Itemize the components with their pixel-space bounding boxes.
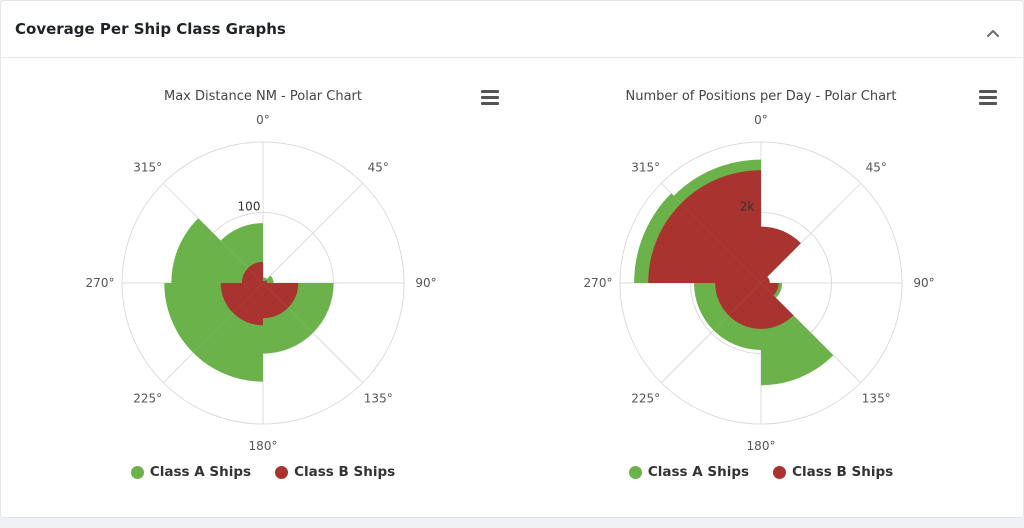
- class-b-column-45deg[interactable]: [761, 276, 770, 283]
- angle-label: 135°: [364, 391, 393, 405]
- class-b-column-45deg[interactable]: [263, 280, 268, 283]
- legend-dot-class-b: [773, 465, 787, 479]
- chevron-up-icon: [987, 30, 999, 37]
- angle-label: 270°: [86, 276, 115, 290]
- angle-label: 180°: [249, 439, 278, 453]
- legend-item-class-a[interactable]: Class A Ships: [130, 464, 252, 480]
- polar-chart-svg: 0° 45° 90° 135° 180° 225° 270° 315° 100: [86, 113, 437, 453]
- legend-dot-class-b: [275, 465, 289, 479]
- class-b-column-225deg[interactable]: [220, 283, 263, 313]
- class-b-column-180deg[interactable]: [233, 283, 263, 326]
- chart-title: Number of Positions per Day - Polar Char…: [625, 89, 897, 104]
- angle-label: 45°: [368, 161, 389, 175]
- class-b-column-270deg[interactable]: [241, 268, 263, 283]
- class-b-column-315deg[interactable]: [248, 261, 263, 283]
- legend-label: Class A Ships: [149, 464, 252, 480]
- legend-dot-class-a: [628, 465, 642, 479]
- chart-title: Max Distance NM - Polar Chart: [164, 89, 362, 104]
- class-b-column-135deg[interactable]: [263, 283, 288, 319]
- chart-legend: Class A Ships Class B Ships: [511, 464, 1011, 480]
- legend-label: Class B Ships: [294, 464, 396, 480]
- angle-label: 315°: [133, 161, 162, 175]
- collapse-button[interactable]: [981, 21, 1005, 45]
- class-a-column-270deg[interactable]: [171, 218, 263, 283]
- polar-chart-positions-per-day: 0° 45° 90° 135° 180° 225° 270° 315° 2k Number of…: [511, 59, 1011, 509]
- angle-label: 225°: [133, 391, 162, 405]
- angle-label: 270°: [584, 276, 613, 290]
- hamburger-menu-icon: [979, 90, 997, 105]
- chart-legend: Class A Ships Class B Ships: [13, 464, 513, 480]
- panel-header: Coverage Per Ship Class Graphs: [1, 1, 1023, 58]
- class-b-column-0deg[interactable]: [263, 280, 265, 283]
- legend-dot-class-a: [130, 465, 144, 479]
- angle-label: 225°: [631, 391, 660, 405]
- class-b-column-270deg[interactable]: [648, 203, 761, 283]
- angle-label: 315°: [631, 161, 660, 175]
- class-b-column-0deg[interactable]: [761, 226, 801, 283]
- legend-label: Class B Ships: [792, 464, 894, 480]
- angle-label: 0°: [256, 113, 270, 127]
- legend-label: Class A Ships: [647, 464, 750, 480]
- legend-item-class-b[interactable]: Class B Ships: [275, 464, 395, 480]
- angle-label: 0°: [754, 113, 768, 127]
- polar-chart-max-distance: 0° 45° 90° 135° 180° 225° 270° 315° 100 Max Dist…: [13, 59, 513, 509]
- chart-menu-button[interactable]: [480, 89, 500, 107]
- radial-tick-label: 100: [238, 200, 261, 214]
- angle-label: 90°: [415, 276, 436, 290]
- hamburger-menu-icon: [481, 90, 499, 105]
- polar-chart-svg: 0° 45° 90° 135° 180° 225° 270° 315° 2k: [584, 113, 935, 453]
- class-b-column-90deg[interactable]: [263, 283, 299, 308]
- class-b-column-315deg[interactable]: [681, 170, 761, 283]
- class-b-column-180deg[interactable]: [728, 283, 761, 329]
- legend-item-class-a[interactable]: Class A Ships: [628, 464, 750, 480]
- angle-label: 135°: [862, 391, 891, 405]
- angular-grid-line: [262, 182, 364, 284]
- legend-item-class-b[interactable]: Class B Ships: [773, 464, 893, 480]
- angle-label: 45°: [866, 161, 887, 175]
- angle-label: 90°: [913, 276, 934, 290]
- panel-title: Coverage Per Ship Class Graphs: [15, 20, 286, 38]
- class-b-column-225deg[interactable]: [715, 283, 761, 316]
- radial-tick-label: 2k: [740, 200, 755, 214]
- chart-menu-button[interactable]: [978, 89, 998, 107]
- class-b-column-135deg[interactable]: [761, 283, 794, 329]
- class-b-column-90deg[interactable]: [761, 283, 779, 296]
- angle-label: 180°: [747, 439, 776, 453]
